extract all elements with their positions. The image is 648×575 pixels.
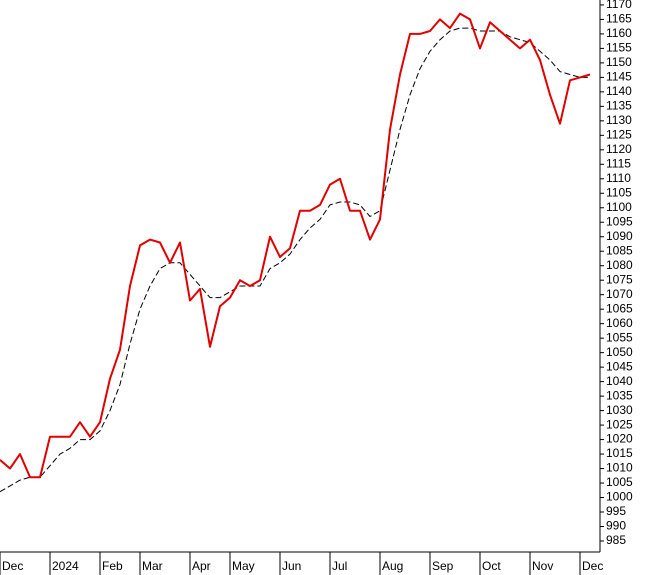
y-tick-label: 1045: [606, 359, 633, 373]
y-tick-label: 990: [606, 519, 626, 533]
x-tick-label: Apr: [192, 559, 211, 573]
x-tick-label: Nov: [532, 559, 553, 573]
y-tick-label: 1025: [606, 417, 633, 431]
y-tick-label: 1155: [606, 41, 632, 55]
y-tick-label: 1170: [606, 0, 632, 11]
series-line: [0, 12, 591, 479]
y-tick-label: 1075: [606, 272, 633, 286]
x-tick-label: Jul: [332, 559, 347, 573]
x-tick-label: Jun: [282, 559, 301, 573]
y-tick-label: 1095: [606, 214, 633, 228]
y-tick-label: 1160: [606, 26, 632, 40]
y-tick-label: 1005: [606, 475, 633, 489]
x-tick-label: May: [232, 559, 255, 573]
y-tick-label: 1055: [606, 330, 633, 344]
y-tick-label: 985: [606, 533, 626, 547]
y-tick-label: 1140: [606, 84, 632, 98]
x-tick-label: Sep: [432, 559, 454, 573]
y-tick-label: 1015: [606, 446, 633, 460]
y-tick-label: 1090: [606, 229, 633, 243]
x-tick-label: Dec: [582, 559, 603, 573]
y-tick-label: 1040: [606, 374, 633, 388]
y-tick-label: 1100: [606, 200, 632, 214]
x-tick-label: Feb: [102, 559, 123, 573]
x-tick-label: 2024: [52, 559, 79, 573]
y-tick-label: 995: [606, 504, 626, 518]
x-tick-label: Mar: [142, 559, 163, 573]
y-tick-label: 1125: [606, 127, 632, 141]
x-tick-label: Oct: [482, 559, 501, 573]
y-tick-label: 1030: [606, 403, 633, 417]
y-tick-label: 1065: [606, 301, 633, 315]
x-tick-label: Aug: [382, 559, 403, 573]
y-tick-label: 1050: [606, 345, 633, 359]
y-tick-label: 1105: [606, 185, 632, 199]
y-tick-label: 1085: [606, 243, 633, 257]
series-line: [0, 27, 590, 493]
x-tick-label: Dec: [2, 559, 23, 573]
y-tick-label: 1165: [606, 12, 632, 26]
y-tick-label: 1010: [606, 461, 633, 475]
y-tick-label: 1120: [606, 142, 632, 156]
y-tick-label: 1080: [606, 258, 633, 272]
y-tick-label: 1135: [606, 99, 632, 113]
y-tick-label: 1110: [606, 171, 631, 185]
y-tick-label: 1000: [606, 490, 633, 504]
y-tick-label: 1060: [606, 316, 633, 330]
y-tick-label: 1145: [606, 70, 632, 84]
y-tick-label: 1035: [606, 388, 633, 402]
y-tick-label: 1070: [606, 287, 633, 301]
y-tick-label: 1020: [606, 432, 633, 446]
y-tick-label: 1115: [606, 156, 631, 170]
y-tick-label: 1130: [606, 113, 632, 127]
y-tick-label: 1150: [606, 55, 632, 69]
